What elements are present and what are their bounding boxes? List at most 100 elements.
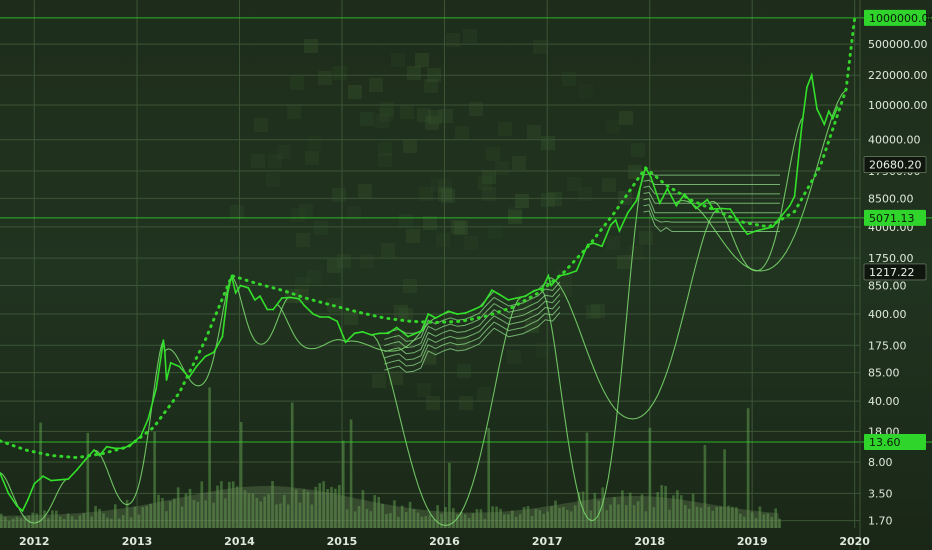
volume-bar: [487, 428, 490, 528]
price-point: [740, 226, 743, 228]
bg-tile: [541, 193, 555, 207]
volume-bar: [715, 506, 718, 528]
bg-tile: [378, 153, 392, 167]
price-point: [131, 442, 134, 445]
price-badge: [863, 263, 927, 281]
x-tick-label: 2016: [429, 535, 460, 548]
price-badge: [864, 9, 926, 26]
volume-bar: [471, 513, 475, 528]
bg-tile: [619, 111, 633, 125]
bg-tile: [266, 173, 280, 187]
y-tick-label: 1.70: [868, 515, 893, 528]
bg-tile: [456, 336, 470, 350]
bg-tile: [389, 371, 403, 385]
y-tick-label: 220000.00: [868, 69, 928, 82]
volume-bar: [754, 517, 758, 528]
y-tick-label: 500000.00: [868, 38, 928, 51]
band-line: [643, 191, 780, 204]
price-badge-label: 1000000.00: [869, 12, 932, 25]
volume-bar: [51, 510, 54, 528]
volume-bar: [283, 495, 286, 528]
arc-curve: [90, 340, 164, 506]
volume-bar: [125, 499, 129, 528]
price-point: [67, 478, 70, 480]
volume-bar: [746, 408, 750, 528]
volume-bar: [94, 506, 97, 528]
volume-bar: [192, 500, 196, 528]
volume-bar: [369, 511, 373, 528]
bg-tile: [406, 229, 420, 243]
volume-bar: [231, 481, 235, 528]
price-point: [0, 472, 1, 474]
volume-bar: [161, 498, 164, 528]
bg-tile: [558, 283, 572, 297]
price-point: [729, 208, 732, 211]
volume-bar: [463, 514, 467, 528]
volume-bar: [90, 516, 93, 528]
band-line: [643, 173, 780, 176]
volume-bar: [778, 518, 781, 528]
volume-bar: [491, 506, 494, 528]
bg-tile: [332, 188, 346, 202]
price-point: [42, 475, 44, 478]
volume-bar: [428, 514, 432, 528]
arc-curve: [345, 317, 437, 352]
volume-bar: [255, 498, 259, 528]
volume-bar: [526, 506, 530, 528]
bg-tile: [290, 76, 304, 90]
price-point: [387, 332, 390, 335]
axes: 1.703.508.0018.0040.0085.00175.00400.008…: [19, 0, 932, 550]
bg-tile: [407, 66, 421, 80]
bg-tile: [482, 170, 496, 184]
price-point: [212, 351, 215, 354]
volume-bar: [306, 491, 310, 528]
volume-bar: [377, 497, 380, 528]
price-point: [226, 291, 229, 294]
volume-bar: [731, 506, 734, 528]
volume-bar: [605, 510, 608, 528]
volume-bar: [361, 490, 365, 528]
bg-tile: [478, 176, 492, 190]
volume-bar: [334, 488, 337, 528]
price-point: [601, 245, 603, 248]
price-point: [763, 227, 766, 230]
bg-tile: [631, 143, 645, 157]
volume-bar: [110, 518, 113, 528]
price-point: [319, 316, 321, 318]
price-point: [586, 243, 589, 246]
bg-tile: [394, 305, 408, 319]
volume-bar: [243, 490, 247, 528]
volume-bar: [98, 508, 101, 528]
volume-bar: [298, 502, 302, 528]
bg-tile: [287, 105, 301, 119]
volume-bar: [173, 498, 176, 528]
band-line: [384, 293, 561, 355]
price-point: [281, 297, 283, 299]
volume-bar: [263, 496, 266, 528]
bg-tile: [469, 102, 483, 116]
price-point: [407, 335, 409, 338]
bg-tile: [586, 305, 600, 319]
bg-tile: [381, 243, 395, 257]
bg-tile: [344, 311, 358, 325]
arc-curve: [547, 208, 719, 420]
bg-tile: [602, 178, 616, 192]
price-point: [259, 295, 261, 298]
volume-bar: [511, 510, 514, 528]
bg-tile: [360, 254, 374, 268]
price-point: [771, 226, 774, 228]
bg-tile: [307, 270, 321, 284]
price-point: [266, 308, 269, 311]
price-point: [823, 123, 826, 126]
bg-tile: [488, 225, 502, 239]
price-point: [195, 365, 198, 368]
price-point: [27, 498, 29, 501]
arc-curves: [0, 89, 847, 526]
volume-bar: [664, 485, 667, 528]
price-point: [491, 289, 493, 292]
volume-bar: [652, 507, 656, 528]
price-point: [609, 224, 612, 226]
volume-bar: [735, 507, 738, 528]
volume-bar: [566, 510, 569, 528]
band-lines: [384, 173, 780, 373]
